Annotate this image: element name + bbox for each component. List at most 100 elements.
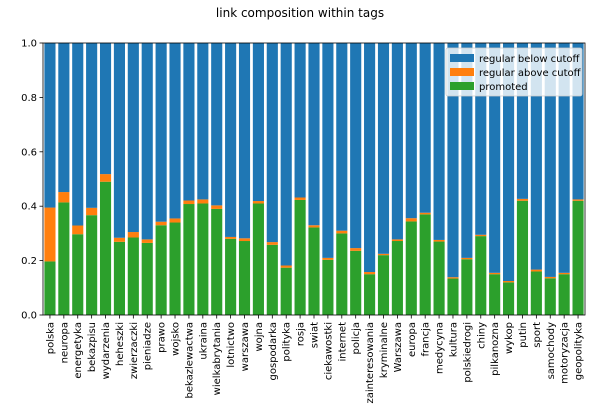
bar-regular-above-cutoff-prawo (155, 221, 167, 226)
x-tick-label-bekazpisu: bekazpisu (87, 322, 98, 372)
y-tick-label: 1.0 (21, 39, 37, 50)
bar-promoted-motoryzacja (558, 274, 570, 315)
bar-promoted-internet (336, 233, 348, 315)
bar-promoted-zwierzaczki (127, 237, 139, 315)
x-tick-label-policja: policja (351, 322, 362, 354)
bar-promoted-bekazpisu (86, 215, 98, 315)
bar-regular-above-cutoff-europa (405, 218, 417, 222)
chart-title: link composition within tags (216, 6, 384, 20)
bar-regular-above-cutoff-wojna (252, 201, 264, 204)
bar-promoted-putin (516, 200, 529, 315)
bar-regular-below-cutoff-gospodarka (266, 43, 278, 243)
x-tick-label-Warszawa: Warszawa (393, 322, 404, 372)
bar-regular-above-cutoff-bekazpisu (86, 207, 98, 216)
bar-regular-below-cutoff-kultura (447, 43, 459, 278)
x-tick-label-wykop: wykop (504, 322, 515, 354)
bar-regular-below-cutoff-swiat (308, 43, 320, 226)
bar-regular-above-cutoff-polskiedrogi (461, 257, 473, 260)
bar-regular-above-cutoff-pieniadze (141, 239, 153, 243)
bar-regular-below-cutoff-medycyna (433, 43, 445, 240)
x-tick-label-samochody: samochody (546, 322, 557, 379)
bar-promoted-energetyka (72, 234, 84, 315)
bar-promoted-pilkanozna (489, 274, 501, 315)
legend-label-promoted: promoted (479, 82, 528, 93)
legend-label-regular-below-cutoff: regular below cutoff (479, 54, 581, 65)
bar-regular-below-cutoff-wykop (503, 43, 515, 281)
bar-regular-below-cutoff-internet (336, 43, 348, 231)
bar-regular-above-cutoff-sport (530, 269, 542, 272)
y-tick-label: 0.6 (21, 147, 37, 158)
bar-regular-below-cutoff-motoryzacja (558, 43, 570, 273)
bar-promoted-polskiedrogi (461, 259, 473, 315)
bar-regular-above-cutoff-medycyna (433, 239, 445, 242)
x-tick-label-wielkabrytania: wielkabrytania (212, 322, 223, 395)
y-tick-label: 0.2 (21, 256, 37, 267)
bar-promoted-polityka (280, 267, 292, 315)
bar-promoted-bekazlewactwa (183, 204, 195, 315)
bar-regular-below-cutoff-policja (350, 43, 362, 249)
bar-regular-above-cutoff-swiat (308, 225, 320, 228)
legend-label-regular-above-cutoff: regular above cutoff (479, 68, 582, 79)
bar-promoted-samochody (544, 278, 556, 315)
bar-promoted-sport (530, 271, 542, 315)
bar-regular-above-cutoff-neuropa (58, 192, 70, 203)
bar-promoted-warszawa (238, 241, 251, 315)
bar-regular-above-cutoff-zwierzaczki (127, 232, 139, 238)
x-tick-label-polska: polska (45, 322, 56, 354)
bar-regular-above-cutoff-bekazlewactwa (183, 200, 195, 205)
bar-promoted-wielkabrytania (211, 208, 223, 315)
x-tick-label-swiat: swiat (310, 322, 321, 348)
bar-regular-below-cutoff-wielkabrytania (211, 43, 223, 206)
x-tick-label-heheszki: heheszki (115, 322, 126, 366)
x-tick-label-medycyna: medycyna (435, 322, 446, 374)
bar-regular-above-cutoff-putin (516, 198, 529, 201)
bar-regular-below-cutoff-energetyka (72, 43, 84, 226)
bar-regular-below-cutoff-zainteresowania (364, 43, 376, 273)
bar-regular-below-cutoff-francja (419, 43, 431, 213)
bar-regular-above-cutoff-samochody (544, 276, 556, 279)
bar-regular-above-cutoff-rosja (294, 197, 306, 200)
bar-regular-above-cutoff-internet (336, 230, 348, 234)
bar-promoted-europa (405, 221, 417, 315)
bar-promoted-kultura (447, 278, 459, 315)
bar-promoted-wydarzenia (99, 181, 112, 315)
x-tick-label-bekazlewactwa: bekazlewactwa (184, 322, 195, 398)
bar-regular-above-cutoff-wojsko (169, 218, 181, 223)
bar-regular-below-cutoff-polskiedrogi (461, 43, 473, 258)
bar-promoted-wykop (503, 282, 515, 315)
bar-promoted-lotnictwo (225, 238, 237, 315)
x-tick-label-polityka: polityka (282, 322, 293, 362)
bar-regular-above-cutoff-wielkabrytania (211, 205, 223, 209)
x-tick-label-pieniadze: pieniadze (143, 322, 154, 370)
bar-promoted-chiny (475, 236, 487, 315)
bar-regular-below-cutoff-ciekawostki (322, 43, 334, 258)
x-tick-label-francja: francja (421, 322, 432, 357)
bar-regular-above-cutoff-kryminalne (377, 253, 390, 256)
bar-promoted-rosja (294, 199, 306, 315)
x-tick-label-wojsko: wojsko (171, 322, 182, 356)
bar-regular-above-cutoff-geopolityka (572, 199, 584, 201)
bar-promoted-pieniadze (141, 242, 153, 315)
bar-regular-below-cutoff-kryminalne (377, 43, 390, 254)
legend-swatch-regular-above-cutoff (450, 68, 474, 76)
bar-regular-below-cutoff-wojna (252, 43, 264, 202)
bar-promoted-swiat (308, 227, 320, 315)
bar-regular-below-cutoff-zwierzaczki (127, 43, 139, 233)
x-tick-label-wydarzenia: wydarzenia (101, 322, 112, 379)
bar-regular-above-cutoff-policja (350, 248, 362, 251)
bar-regular-above-cutoff-pilkanozna (489, 272, 501, 275)
bar-regular-below-cutoff-putin (516, 43, 529, 199)
legend-swatch-regular-below-cutoff (450, 54, 474, 62)
bar-regular-below-cutoff-wydarzenia (99, 43, 112, 175)
x-tick-label-gospodarka: gospodarka (268, 322, 279, 380)
x-tick-label-kultura: kultura (448, 322, 459, 357)
bar-promoted-medycyna (433, 241, 445, 315)
bar-regular-below-cutoff-samochody (544, 43, 556, 277)
bar-regular-above-cutoff-wydarzenia (99, 174, 112, 182)
x-tick-label-neuropa: neuropa (59, 322, 70, 363)
bar-regular-below-cutoff-warszawa (238, 43, 251, 239)
bar-regular-below-cutoff-prawo (155, 43, 167, 222)
bar-regular-above-cutoff-polska (44, 207, 56, 262)
